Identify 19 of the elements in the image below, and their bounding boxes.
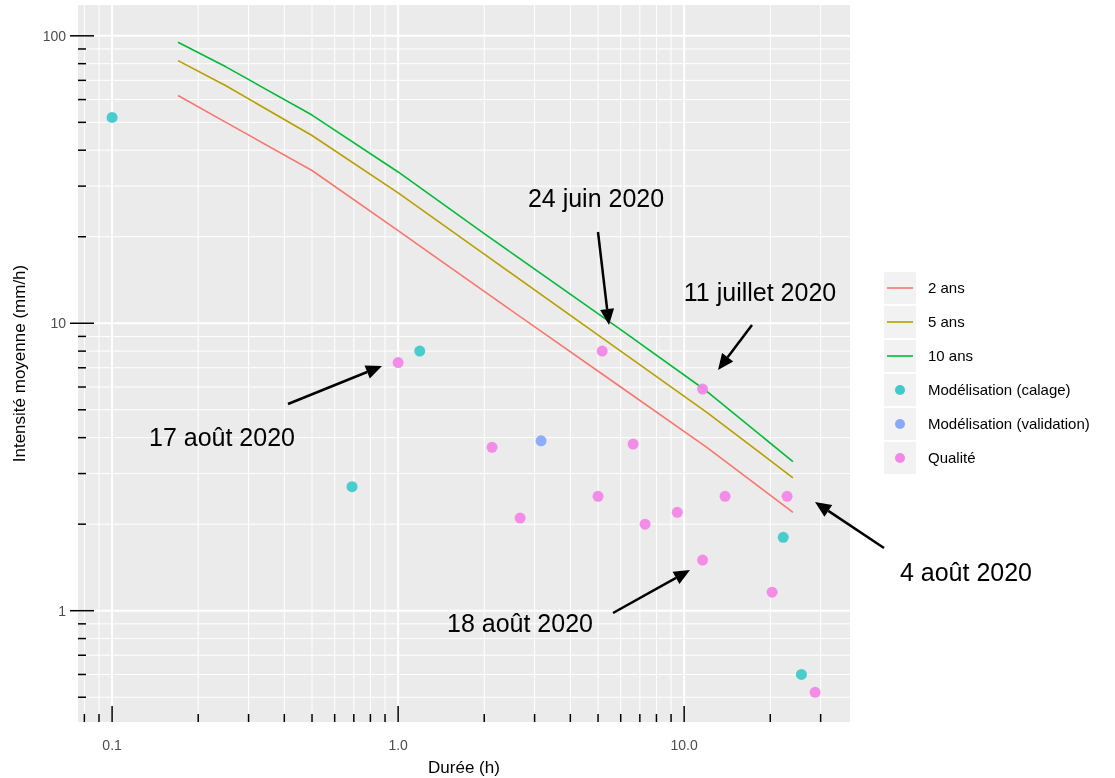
y-axis-title: Intensité moyenne (mm/h) — [10, 264, 29, 463]
x-axis-title: Durée (h) — [428, 758, 500, 777]
annotation: 17 août 2020 — [149, 423, 295, 451]
y-tick-label: 1 — [58, 602, 67, 619]
y-tick-label: 10 — [50, 315, 67, 332]
annotation: 11 juillet 2020 — [683, 278, 837, 306]
legend-label: 2 ans — [928, 279, 965, 296]
legend-label: Qualité — [928, 449, 976, 466]
legend-label: 5 ans — [928, 313, 965, 330]
legend-label: Modélisation (validation) — [928, 415, 1090, 432]
legend-label: 10 ans — [928, 347, 974, 364]
text: 4 août 2020 — [899, 558, 1033, 586]
y-tick-label: 100 — [42, 27, 67, 44]
legend-label: Modélisation (calage) — [928, 381, 1071, 398]
annotation: 24 juin 2020 — [527, 184, 665, 212]
annotation: 18 août 2020 — [447, 609, 593, 637]
x-tick-label: 0.1 — [102, 737, 123, 753]
x-tick-label: 1.0 — [388, 737, 409, 753]
x-tick-label: 10.0 — [670, 737, 698, 753]
